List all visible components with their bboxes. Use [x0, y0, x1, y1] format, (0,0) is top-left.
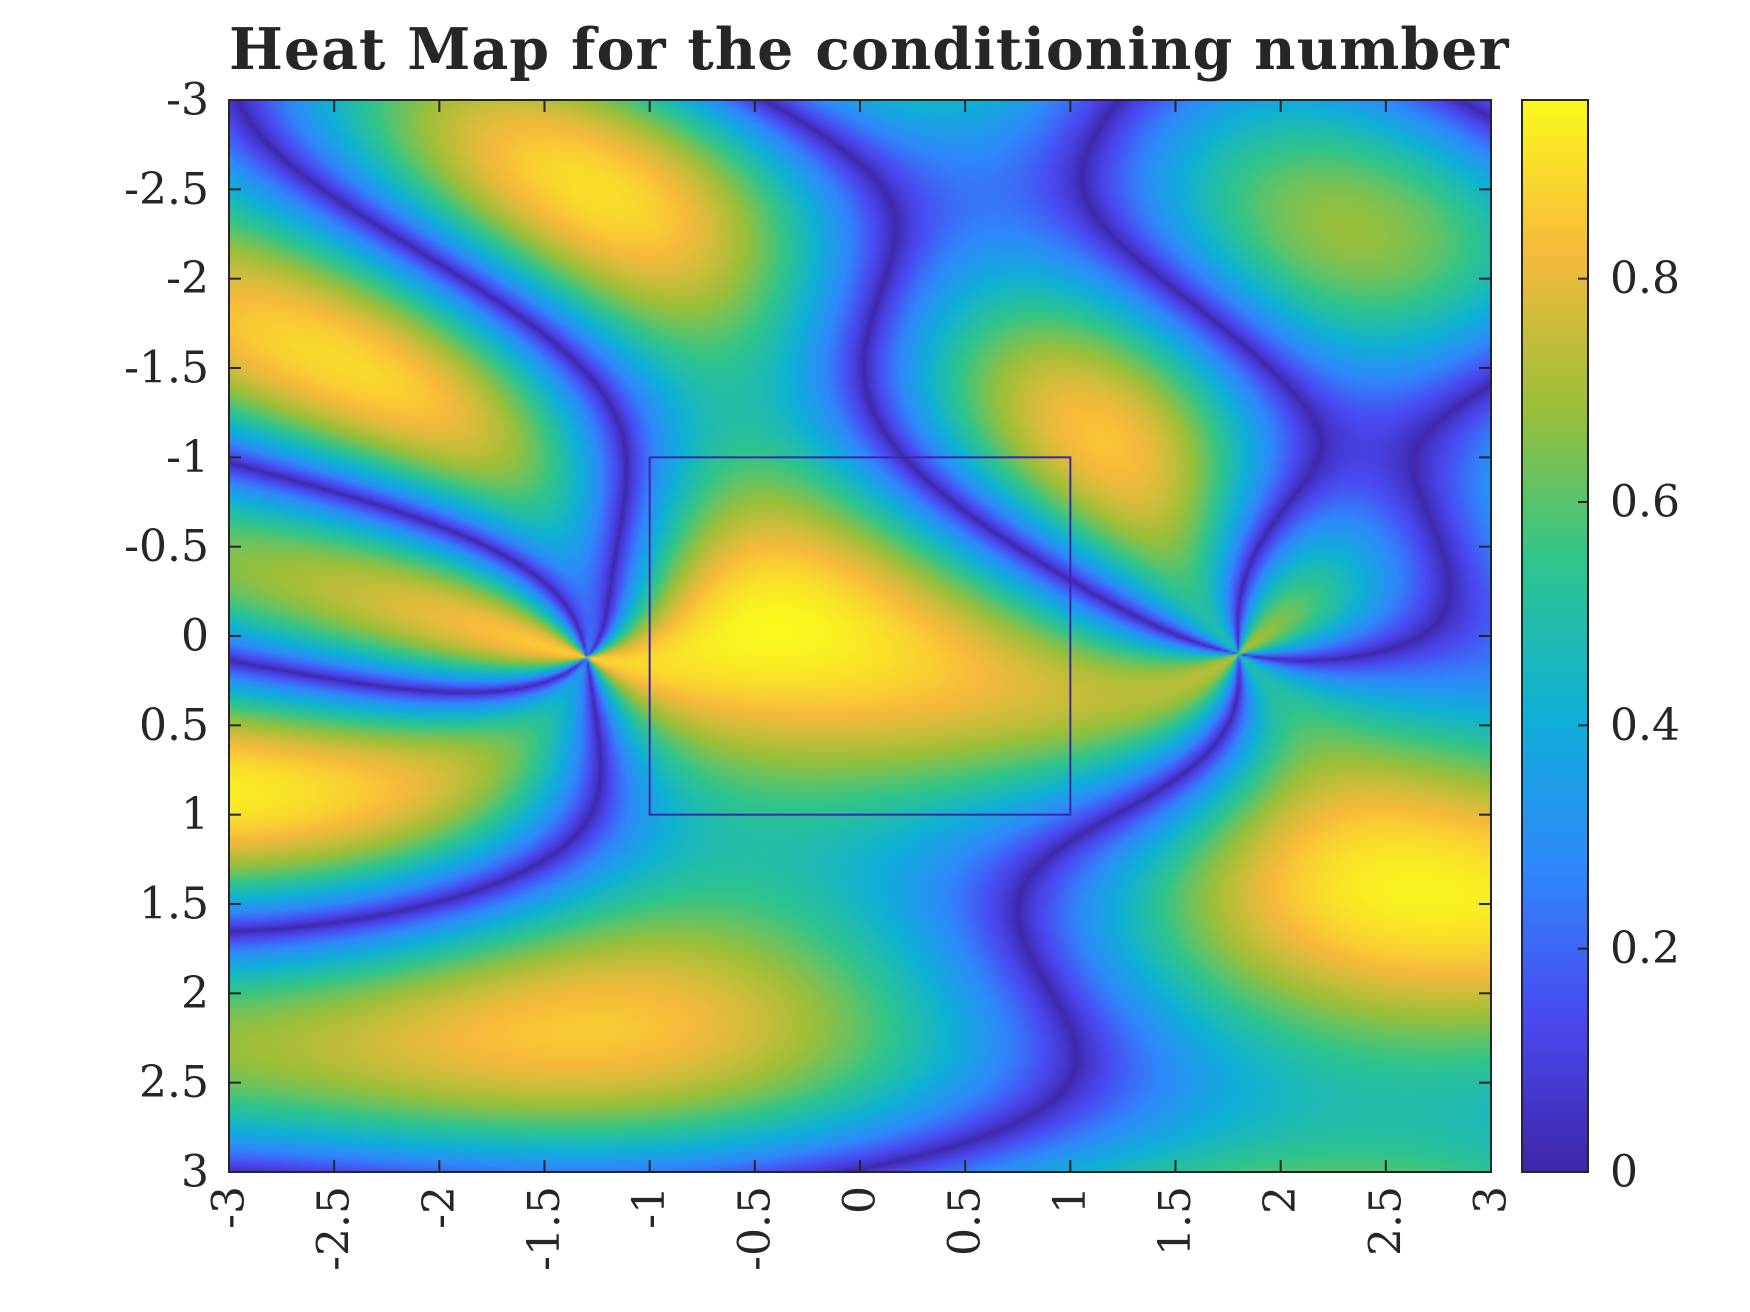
y-tick-label: 1	[181, 789, 209, 840]
y-tick-label: 3	[181, 1147, 209, 1198]
y-tick-label: -3	[166, 75, 209, 126]
y-tick-label: -1.5	[124, 343, 209, 394]
chart-title: Heat Map for the conditioning number	[229, 16, 1510, 83]
colorbar-canvas	[1522, 100, 1588, 1172]
x-tick-label: -1	[624, 1186, 675, 1229]
x-tick-label: -1.5	[519, 1186, 570, 1271]
colorbar-tick-label: 0.2	[1610, 923, 1680, 974]
x-tick-label: 3	[1466, 1186, 1517, 1214]
x-tick-label: -2.5	[309, 1186, 360, 1271]
x-tick-label: -3	[204, 1186, 255, 1229]
x-tick-label: 0.5	[940, 1186, 991, 1256]
y-tick-label: 2	[181, 968, 209, 1019]
colorbar-frame	[1521, 99, 1589, 1173]
x-tick-label: -0.5	[729, 1186, 780, 1271]
x-tick-label: -2	[414, 1186, 465, 1229]
y-tick-label: -1	[166, 432, 209, 483]
colorbar-tick-label: 0.4	[1610, 700, 1680, 751]
y-tick-label: 0.5	[139, 700, 209, 751]
y-tick-label: -2	[166, 253, 209, 304]
heatmap-canvas	[229, 100, 1491, 1172]
y-tick-label: 2.5	[139, 1057, 209, 1108]
colorbar-tick-label: 0.8	[1610, 253, 1680, 304]
region-box	[648, 456, 1072, 816]
plot-frame	[228, 99, 1492, 1173]
x-tick-label: 2.5	[1360, 1186, 1411, 1256]
x-tick-label: 1	[1045, 1186, 1096, 1214]
y-tick-label: 0	[181, 611, 209, 662]
colorbar-tick-label: 0.6	[1610, 477, 1680, 528]
colorbar-tick-label: 0	[1610, 1147, 1638, 1198]
x-tick-label: 0	[835, 1186, 886, 1214]
x-tick-label: 2	[1255, 1186, 1306, 1214]
y-tick-label: -0.5	[124, 521, 209, 572]
y-tick-label: -2.5	[124, 164, 209, 215]
x-tick-label: 1.5	[1150, 1186, 1201, 1256]
y-tick-label: 1.5	[139, 879, 209, 930]
